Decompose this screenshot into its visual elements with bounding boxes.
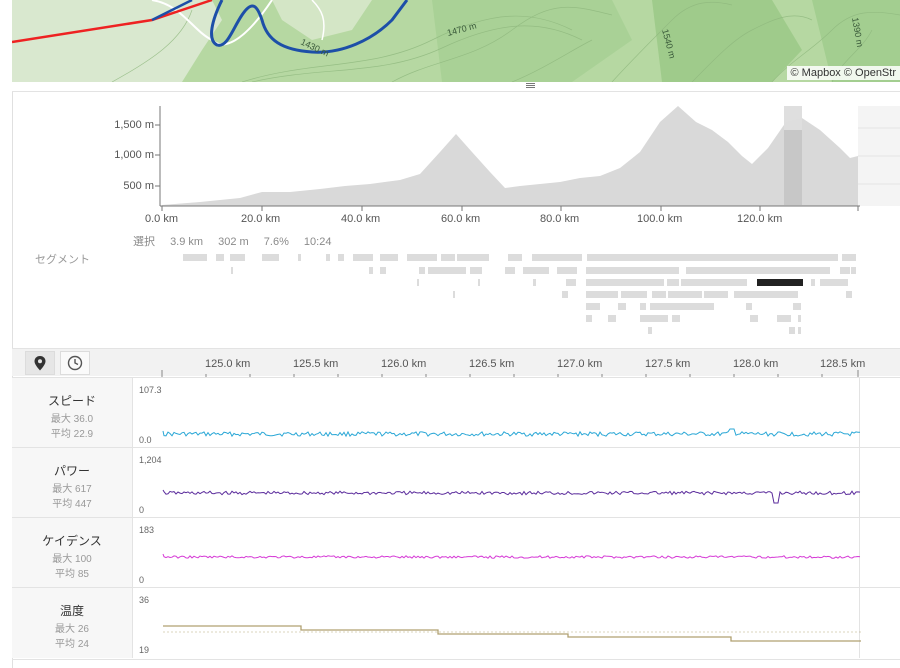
detail-x-tick: 125.5 km [293, 358, 339, 370]
stream-y-max: 1,204 [139, 455, 162, 465]
stream-max: 最大 36.0 [50, 414, 94, 425]
stream-label-panel [12, 448, 132, 518]
distance-mode-button[interactable] [25, 351, 55, 375]
stream-temperature[interactable]: 温度 最大 26 平均 24 36 19 [12, 587, 900, 658]
elevation-chart[interactable]: 1,500 m 1,000 m 500 m 0.0 km 20.0 km 40.… [0, 92, 900, 232]
stream-power[interactable]: パワー 最大 617 平均 447 1,204 0 [12, 447, 900, 518]
stream-trace [162, 553, 861, 559]
selection-elevation-gain: 302 m [218, 236, 249, 248]
stream-name: パワー [53, 464, 90, 478]
stream-plot[interactable]: 1,204 0 [132, 448, 861, 518]
selection-grade: 7.6% [263, 236, 289, 248]
stream-plot[interactable]: 183 0 [132, 518, 861, 588]
elevation-x-tick: 20.0 km [241, 213, 281, 225]
detail-axis-ticks [161, 370, 859, 377]
stream-label-panel [12, 518, 132, 588]
map-terrain: 1430 m 1470 m 1540 m 1390 m [12, 0, 900, 82]
stream-y-max: 183 [139, 525, 155, 535]
stream-cadence[interactable]: ケイデンス 最大 100 平均 85 183 0 [12, 517, 900, 588]
stream-trace [162, 428, 860, 438]
stream-max: 最大 100 [52, 554, 92, 565]
elevation-x-tick: 40.0 km [341, 213, 381, 225]
stream-plot[interactable]: 36 19 [132, 588, 861, 658]
elevation-y-tick: 1,500 m [114, 119, 154, 131]
stream-avg: 平均 22.9 [50, 429, 94, 440]
stream-y-max: 36 [139, 595, 150, 605]
stream-label-panel [12, 588, 132, 658]
stream-name: スピード [47, 394, 96, 408]
stream-max: 最大 26 [55, 624, 89, 635]
detail-x-tick: 126.5 km [469, 358, 515, 370]
detail-x-tick: 128.5 km [820, 358, 866, 370]
bottom-border [12, 659, 900, 660]
detail-x-tick: 125.0 km [205, 358, 251, 370]
detail-x-tick: 127.0 km [557, 358, 603, 370]
stream-name: ケイデンス [42, 534, 102, 548]
cadence-line [162, 553, 861, 559]
stream-y-min: 0 [139, 575, 145, 585]
resize-handle-icon[interactable] [526, 83, 535, 89]
elevation-y-tick: 1,000 m [114, 149, 154, 161]
elevation-x-tick: 60.0 km [441, 213, 481, 225]
speed-line [162, 428, 860, 438]
stream-name: 温度 [59, 604, 84, 618]
detail-x-tick: 128.0 km [733, 358, 779, 370]
map-divider [12, 82, 900, 92]
selection-distance: 3.9 km [170, 236, 204, 248]
map-attribution[interactable]: © Mapbox © OpenStr [786, 66, 900, 80]
selection-time: 10:24 [303, 236, 332, 248]
stream-speed[interactable]: スピード 最大 36.0 平均 22.9 107.3 0.0 [12, 377, 900, 448]
stream-max: 最大 617 [52, 484, 92, 495]
elevation-y-tick: 500 m [123, 180, 154, 192]
temperature-line [163, 625, 861, 642]
stream-y-min: 19 [139, 645, 150, 655]
stream-y-min: 0 [139, 505, 145, 515]
stream-y-max: 107.3 [139, 385, 162, 395]
route-map[interactable]: 1430 m 1470 m 1540 m 1390 m © Mapbox © O… [12, 0, 900, 82]
stream-y-min: 0.0 [139, 435, 152, 445]
clock-icon [67, 355, 83, 371]
segments-label: セグメント [35, 254, 90, 266]
stream-avg: 平均 85 [55, 569, 89, 580]
data-streams: スピード 最大 36.0 平均 22.9 107.3 0.0 パワー 最大 61… [12, 377, 900, 659]
elevation-x-tick: 100.0 km [637, 213, 683, 225]
segments-track[interactable] [0, 252, 900, 342]
stream-plot[interactable]: 107.3 0.0 [132, 378, 860, 448]
stream-toolbar [12, 348, 900, 376]
selection-label: 選択 [133, 236, 155, 248]
elevation-x-tick: 0.0 km [145, 213, 179, 225]
map-pin-icon [34, 356, 46, 371]
time-mode-button[interactable] [60, 351, 90, 375]
stream-label-panel [12, 378, 132, 448]
stream-avg: 平均 24 [55, 639, 89, 650]
detail-x-tick: 126.0 km [381, 358, 427, 370]
stream-avg: 平均 447 [52, 499, 92, 510]
stream-trace [162, 489, 861, 504]
elevation-x-tick: 120.0 km [737, 213, 783, 225]
elevation-x-tick: 80.0 km [540, 213, 580, 225]
detail-x-tick: 127.5 km [645, 358, 691, 370]
power-line [162, 489, 861, 504]
selection-summary: 選択 3.9 km 302 m 7.6% 10:24 [133, 233, 343, 249]
